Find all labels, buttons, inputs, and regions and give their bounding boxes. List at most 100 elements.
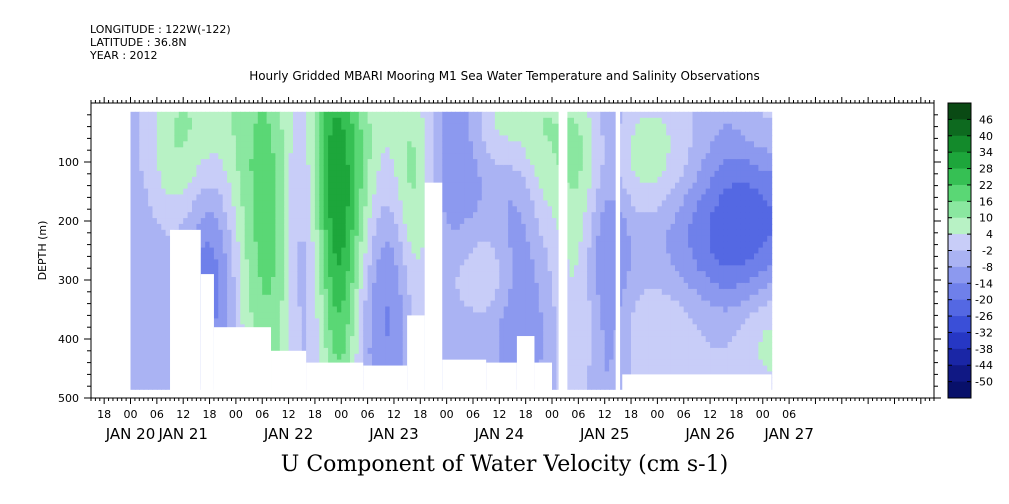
heatmap-cell xyxy=(174,218,180,225)
heatmap-cell xyxy=(130,218,136,225)
heatmap-cell xyxy=(442,218,448,225)
heatmap-cell xyxy=(547,159,553,166)
heatmap-cell xyxy=(213,259,219,266)
heatmap-cell xyxy=(332,218,338,225)
heatmap-cell xyxy=(319,170,325,178)
heatmap-cell xyxy=(429,147,435,154)
heatmap-cell xyxy=(582,353,588,361)
heatmap-cell xyxy=(402,247,408,255)
heatmap-cell xyxy=(213,218,219,225)
heatmap-cell xyxy=(319,324,325,331)
heatmap-cell xyxy=(284,218,290,225)
heatmap-cell xyxy=(227,170,233,178)
heatmap-cell xyxy=(591,141,597,148)
heatmap-cell xyxy=(534,123,540,131)
heatmap-cell xyxy=(350,253,355,260)
heatmap-cell xyxy=(385,330,391,337)
heatmap-cell xyxy=(218,247,224,255)
heatmap-cell xyxy=(437,141,443,148)
heatmap-cell xyxy=(565,176,571,184)
heatmap-cell xyxy=(279,282,285,290)
heatmap-cell xyxy=(244,277,250,284)
heatmap-cell xyxy=(538,176,544,184)
heatmap-cell xyxy=(148,342,154,349)
heatmap-cell xyxy=(350,318,355,325)
heatmap-cell xyxy=(464,247,470,255)
heatmap-cell xyxy=(420,265,426,272)
heatmap-cell xyxy=(139,312,145,319)
heatmap-cell xyxy=(420,194,426,201)
heatmap-cell xyxy=(503,259,509,266)
heatmap-cell xyxy=(319,265,325,272)
heatmap-cell xyxy=(227,147,233,154)
heatmap-cell xyxy=(451,212,456,219)
heatmap-cell xyxy=(328,141,334,148)
heatmap-cell xyxy=(358,324,364,331)
heatmap-cell xyxy=(490,306,496,313)
heatmap-cell xyxy=(508,159,514,166)
heatmap-cell xyxy=(538,153,544,160)
heatmap-cell xyxy=(407,288,413,296)
heatmap-cell xyxy=(473,176,478,184)
heatmap-cell xyxy=(271,188,276,196)
heatmap-cell xyxy=(288,111,294,119)
heatmap-cell xyxy=(591,265,597,272)
heatmap-cell xyxy=(235,182,241,190)
heatmap-cell xyxy=(306,300,312,308)
heatmap-cell xyxy=(512,117,518,125)
heatmap-cell xyxy=(293,164,298,172)
heatmap-cell xyxy=(591,312,597,319)
heatmap-cell xyxy=(205,200,211,207)
heatmap-cell xyxy=(389,318,395,325)
heatmap-cell xyxy=(152,282,158,290)
heatmap-cell xyxy=(473,129,478,137)
heatmap-cell xyxy=(543,294,549,302)
heatmap-cell xyxy=(363,218,369,225)
heatmap-cell xyxy=(358,212,364,219)
heatmap-cell xyxy=(279,170,285,178)
heatmap-cell xyxy=(508,330,514,337)
heatmap-cell xyxy=(591,318,597,325)
heatmap-cell xyxy=(512,111,518,119)
heatmap-cell xyxy=(275,164,281,172)
heatmap-cell xyxy=(512,212,518,219)
heatmap-cell xyxy=(293,141,298,148)
heatmap-cell xyxy=(578,141,584,148)
heatmap-cell xyxy=(512,218,518,225)
heatmap-cell xyxy=(516,129,522,137)
heatmap-cell xyxy=(372,324,377,331)
heatmap-cell xyxy=(587,123,593,131)
heatmap-cell xyxy=(433,176,439,184)
heatmap-cell xyxy=(354,111,360,119)
heatmap-cell xyxy=(257,194,263,201)
heatmap-cell xyxy=(582,306,588,313)
heatmap-cell xyxy=(451,312,456,319)
heatmap-cell xyxy=(534,277,540,284)
heatmap-cell xyxy=(156,223,162,231)
heatmap-cell xyxy=(451,336,456,343)
heatmap-cell xyxy=(385,294,391,302)
heatmap-cell xyxy=(275,318,281,325)
heatmap-cell xyxy=(200,259,206,266)
heatmap-cell xyxy=(530,117,536,125)
heatmap-cell xyxy=(569,111,575,119)
heatmap-cell xyxy=(411,212,417,219)
heatmap-cell xyxy=(582,336,588,343)
heatmap-cell xyxy=(464,188,470,196)
heatmap-cell xyxy=(306,212,312,219)
heatmap-cell xyxy=(385,153,391,160)
heatmap-cell xyxy=(402,347,408,355)
heatmap-cell xyxy=(297,330,303,337)
heatmap-cell xyxy=(538,336,544,343)
heatmap-cell xyxy=(345,312,351,319)
heatmap-cell xyxy=(569,123,575,131)
heatmap-cell xyxy=(490,277,496,284)
heatmap-cell xyxy=(156,235,162,243)
heatmap-cell xyxy=(244,170,250,178)
heatmap-cell xyxy=(394,318,399,325)
heatmap-cell xyxy=(477,164,483,172)
heatmap-cell xyxy=(178,212,184,219)
heatmap-cell xyxy=(424,117,430,125)
heatmap-cell xyxy=(222,229,228,237)
heatmap-cell xyxy=(156,200,162,207)
